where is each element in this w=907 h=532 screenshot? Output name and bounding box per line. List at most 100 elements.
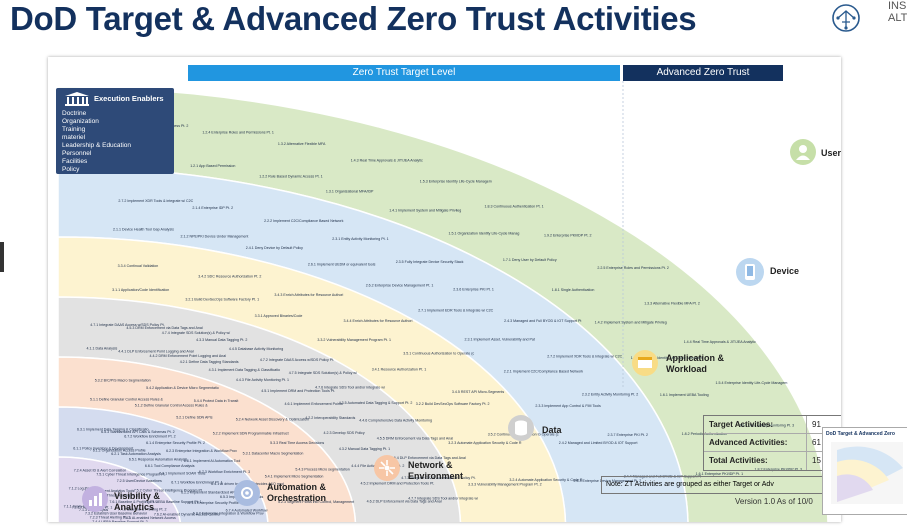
enabler-item: Personnel <box>62 150 92 157</box>
activity-label: 6.2.2 Implement Standardized API Calls &… <box>181 490 255 494</box>
activity-label: 3.4.4 Enrich Attributes for Resource Aut… <box>344 319 413 323</box>
advanced-level-header: Advanced Zero Trust <box>623 65 783 81</box>
activity-label: 7.2.5 User/Device Baselines <box>117 479 162 483</box>
total-activities-value: 15 <box>812 456 821 465</box>
automation-icon <box>234 480 260 506</box>
activity-label: 1.3.2 Alternative Flexible MFA <box>278 142 326 146</box>
activity-label: 4.6.1 Implement Enforcement Points <box>285 402 343 406</box>
activity-label: 7.3.1 Implement Analytics Tools <box>84 489 134 493</box>
activity-label: 7.3.2 Establish User Baseline Behavior <box>85 511 148 515</box>
activity-label: 4.5.5 DRM Enforcement via Data Tags and … <box>377 437 453 441</box>
execution-enablers-title: Execution Enablers <box>94 94 164 103</box>
activity-label: 4.5.2 Implement DRM and Protection Tools… <box>361 482 435 486</box>
activity-label: 7.4.3 UEBA Baseline Support Pt. 1 <box>146 500 201 504</box>
activity-label: 2.2.2 Implement C2C/Compliance Based Net… <box>264 219 344 223</box>
activity-label: 4.3.3 Manual Data Tagging Pt. 2 <box>196 338 247 342</box>
activity-label: 4.7.7 Integrate SDS Tool and/or integrat… <box>408 496 478 500</box>
activity-label: 3.4.1 Resource Authorization Pt. 1 <box>372 367 427 371</box>
activity-label: 6.7.4 Automated Workflow <box>226 509 268 513</box>
pillar-automation-label: Automation & Orchestration <box>267 482 327 503</box>
activity-label: 5.4.2 Application & Device Micro Segment… <box>146 386 219 390</box>
zt-activities-chart: 1.1.1 User Inventory1.2.1 App Based Perm… <box>48 57 841 522</box>
activity-label: 3.4.5 REST API Micro-Segments <box>452 390 504 394</box>
application-icon <box>632 350 658 376</box>
activity-label: 2.3.7 Enterprise PKI Pt. 2 <box>608 433 649 437</box>
activity-label: 2.6.1 Implement UEDM or equivalent tools <box>308 263 376 267</box>
activity-label: 3.1.1 Application/Code Identification <box>112 288 169 292</box>
activity-label: 3.3.3 Vulnerability Management Program P… <box>468 482 542 486</box>
pillar-data-label: Data <box>542 425 562 435</box>
activity-label: 3.2.3 Automate Application Security & Co… <box>448 441 522 445</box>
enabler-item: Training <box>62 126 86 133</box>
activity-label: 2.1.1 Device Health Tool Gap Analysis <box>113 228 174 232</box>
pillar-application-label: Application & Workload <box>666 353 724 374</box>
network-icon <box>374 455 400 481</box>
activity-label: 1.9.2 Enterprise PKI/IDP Pt. 2 <box>544 233 591 237</box>
total-activities-label: Total Activities: <box>709 456 768 465</box>
activity-label: 5.3.2 B/C/P/S Macro Segmentation <box>95 379 151 383</box>
activity-label: 2.2.5 Enterprise Roles and Permissions P… <box>597 266 669 270</box>
activity-label: 4.7.6 Integrate SDS Tool and/or integrat… <box>315 385 385 389</box>
activity-label: 4.3.1 Implement Data Tagging & Classific… <box>209 368 280 372</box>
activity-label: 4.6.4 DLP Enforcement via Data Tags and … <box>391 456 466 460</box>
activity-label: 1.6.1 Enterprise PKI/IDP Pt. 1 <box>696 472 743 476</box>
activity-label: 4.2.3 Develop SDS Policy <box>324 431 365 435</box>
activity-label: 6.7.2 Workflow Enrichment Pt. 2 <box>124 435 175 439</box>
activity-label: 4.1.1 Data Analysis <box>87 347 118 351</box>
activity-label: 1.5.4 Enterprise Identity Life-Cycle Man… <box>716 381 788 385</box>
activity-label: 7.1.2 Log Parsing <box>69 487 97 491</box>
activity-label: 6.1.2 Organization Access Profile <box>93 449 146 453</box>
activity-label: 6.2.2 Enterprise Integration & Workflow … <box>193 512 264 516</box>
advanced-activities-value: 61 <box>812 438 821 447</box>
activity-label: 1.2.2 Rule Based Dynamic Access Pt. 1 <box>259 174 322 178</box>
activity-label: 2.3.1 Entity Activity Monitoring Pt. 1 <box>332 237 388 241</box>
side-tab[interactable] <box>0 242 4 272</box>
activity-label: 5.3.3 Real Time Access Decisions <box>270 441 324 445</box>
activity-label: 1.5.2 Enterprise Identity Life-Cycle Man… <box>631 356 703 360</box>
activity-label: 3.3.1 Approved Binaries/Code <box>255 314 303 318</box>
activity-label: 7.2.3 Threat Alerting Pt. 3 <box>90 515 131 519</box>
activity-label: 1.5.1 Organization Identity Life-Cycle M… <box>449 231 520 235</box>
activity-label: 1.4.2 Implement System and Mitigate Priv… <box>595 321 667 325</box>
grouping-note: Note: ZT Activities are grouped as eithe… <box>601 476 841 494</box>
activity-label: 2.3.6 Enterprise PKI Pt. 1 <box>453 288 494 292</box>
version-text: Version 1.0 As of 10/0 <box>735 497 813 506</box>
pillar-network-label: Network & Environment <box>408 460 464 481</box>
activity-label: 5.1.2 Define Granular Control Access Rul… <box>135 404 209 408</box>
activity-label: 2.4.1 Deny Device by Default Policy <box>246 246 303 250</box>
activity-label: 6.2.1 Task Automation Analysis <box>111 452 161 456</box>
thumbnail-preview[interactable]: DoD Target & Advanced Zero <box>822 427 907 515</box>
activity-label: 5.4.1 Implement Micro Segmentation <box>265 475 324 479</box>
device-icon <box>736 258 764 286</box>
activity-label: 1.2.1 App Based Permission <box>190 164 235 168</box>
logo-icon <box>832 4 860 32</box>
enabler-item: Facilities <box>62 158 88 165</box>
activity-label: 2.1.4 Enterprise IDP Pt. 2 <box>192 206 233 210</box>
enabler-item: materiel <box>62 134 86 141</box>
activity-label: 6.6.1 Implement AI Automation Tool <box>184 459 241 463</box>
visibility-icon <box>82 486 108 512</box>
activity-label: 3.4.2 SDC Resource Authorization Pt. 2 <box>198 275 261 279</box>
activity-label: 6.5.3 Standardized API Calls & Schemas P… <box>101 430 175 434</box>
activity-label: 5.2.2 Implement SDN Programmable Infrast… <box>213 431 289 435</box>
activity-label: 4.5.3 DRM Enforcement via Data Tags and … <box>126 326 202 330</box>
target-activities-value: 91 <box>812 420 821 429</box>
activity-label: 6.5.1 Response Automation Analysis <box>129 457 188 461</box>
activity-label: 2.7.1 Implement EDR Tools & Integrate w/… <box>418 309 493 313</box>
activity-label: 3.5.1 Continuous Authorization to Operat… <box>403 352 474 356</box>
activity-label: 1.5.3 Enterprise Identity Life-Cycle Man… <box>420 179 492 183</box>
activity-label: 2.3.1 Implement Asset, Vulnerability and… <box>465 337 535 341</box>
activity-label: 2.3.5 Fully Integrate Device Security St… <box>396 260 464 264</box>
thumbnail-fan <box>831 442 903 504</box>
activity-label: 5.4.3 Process Micro segmentation <box>295 467 349 471</box>
advanced-activities-label: Advanced Activities: <box>709 438 788 447</box>
activity-label: 4.2.1 Define Data Tagging Standards <box>180 360 239 364</box>
activity-label: 5.2.1 Define SDN APIs <box>176 415 213 419</box>
activity-label: 4.4.3 File Activity Monitoring Pt. 1 <box>236 378 289 382</box>
activity-label: 1.6.3 User Activity Monitoring Pt. 3 <box>739 424 794 428</box>
activity-label: 2.2.1 Implement C2C/Compliance Based Net… <box>504 369 584 373</box>
database-icon <box>508 415 534 441</box>
activity-label: 4.4.2 DRM Enforcement Point Logging and … <box>150 354 227 358</box>
activity-label: 4.7.3 Integrate DAAS Access w/SDS Policy… <box>401 476 475 480</box>
activity-label: 4.7.2 Integrate DAAS Access w/SDS Policy… <box>260 358 334 362</box>
